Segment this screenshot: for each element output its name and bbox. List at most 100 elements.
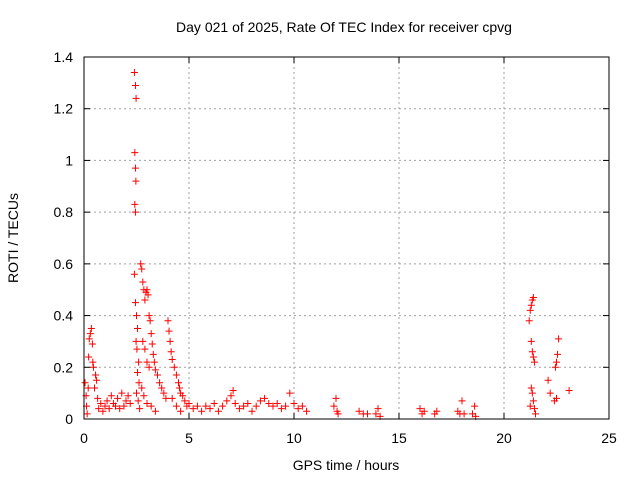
data-point [99, 407, 107, 415]
data-point [168, 356, 176, 364]
x-tick-label: 0 [80, 430, 88, 446]
data-point [132, 337, 140, 345]
data-point [131, 208, 139, 216]
y-tick-label: 1 [65, 152, 73, 168]
data-point [528, 348, 536, 356]
data-point [162, 394, 170, 402]
data-point [136, 405, 144, 413]
data-point [133, 312, 140, 320]
x-tick-label: 5 [185, 430, 193, 446]
data-point [167, 348, 175, 356]
data-point [219, 402, 227, 410]
data-point [181, 397, 189, 405]
data-point [235, 405, 243, 413]
data-point [330, 402, 338, 410]
data-point [532, 410, 539, 418]
data-point [416, 405, 424, 413]
data-point [131, 299, 139, 307]
data-point [229, 387, 237, 395]
data-point [164, 317, 172, 325]
data-point [151, 366, 159, 374]
data-point [298, 402, 306, 410]
data-point [95, 405, 103, 413]
data-point [134, 397, 142, 405]
data-point [528, 389, 536, 397]
y-tick-label: 0.4 [54, 308, 74, 324]
data-point [527, 301, 535, 309]
chart-title: Day 021 of 2025, Rate Of TEC Index for r… [176, 19, 512, 35]
data-point [165, 327, 173, 335]
data-point [132, 177, 140, 185]
data-point [94, 394, 102, 402]
data-point [149, 350, 157, 358]
data-point [240, 402, 248, 410]
data-point [89, 363, 97, 371]
x-tick-label: 15 [391, 430, 407, 446]
data-point [529, 397, 537, 405]
data-point [527, 384, 535, 392]
data-point [107, 392, 115, 400]
data-point [252, 402, 260, 410]
data-point [143, 286, 151, 294]
data-point [89, 358, 97, 366]
data-point [134, 368, 142, 376]
data-point [177, 407, 185, 415]
data-point [546, 389, 554, 397]
data-point [139, 278, 147, 286]
data-point [120, 402, 128, 410]
y-axis-label: ROTI / TECUs [5, 193, 21, 283]
data-point [154, 371, 161, 379]
y-tick-label: 1.4 [54, 49, 74, 65]
data-point [265, 399, 273, 407]
x-tick-label: 25 [601, 430, 617, 446]
data-point [148, 340, 156, 348]
data-point [214, 407, 222, 415]
data-point [565, 387, 573, 395]
data-point [112, 402, 119, 410]
data-point [303, 407, 311, 415]
data-point [286, 389, 294, 397]
data-point [131, 149, 139, 157]
data-point [147, 330, 155, 338]
data-point [176, 384, 184, 392]
data-point [179, 392, 187, 400]
data-point [248, 407, 256, 415]
data-point [175, 379, 182, 387]
data-point [555, 335, 563, 343]
data-point [168, 394, 176, 402]
data-point [101, 402, 109, 410]
x-tick-label: 10 [286, 430, 302, 446]
data-point [244, 399, 252, 407]
data-point [92, 371, 100, 379]
data-point [172, 402, 180, 410]
data-point [147, 402, 155, 410]
data-point [84, 384, 92, 392]
y-tick-label: 0.8 [54, 204, 74, 220]
data-point [91, 384, 98, 392]
data-point [87, 325, 95, 332]
data-point [210, 399, 218, 407]
data-point [231, 399, 239, 407]
data-point [139, 337, 147, 345]
data-point [146, 317, 154, 325]
data-point [553, 358, 560, 366]
data-point [526, 402, 534, 410]
data-point [282, 402, 290, 410]
y-tick-label: 0.6 [54, 256, 74, 272]
data-point [551, 363, 559, 371]
data-point [530, 358, 538, 366]
data-point [133, 389, 140, 397]
data-point [141, 296, 149, 304]
data-point [81, 379, 89, 387]
data-point [525, 317, 533, 325]
y-tick-label: 0 [65, 411, 73, 427]
data-point [364, 410, 371, 418]
data-point [135, 358, 143, 366]
y-tick-label: 1.2 [54, 101, 74, 117]
data-point [458, 397, 466, 405]
data-point [185, 399, 193, 407]
data-point [144, 291, 152, 299]
data-point [105, 405, 113, 413]
data-point [202, 402, 210, 410]
